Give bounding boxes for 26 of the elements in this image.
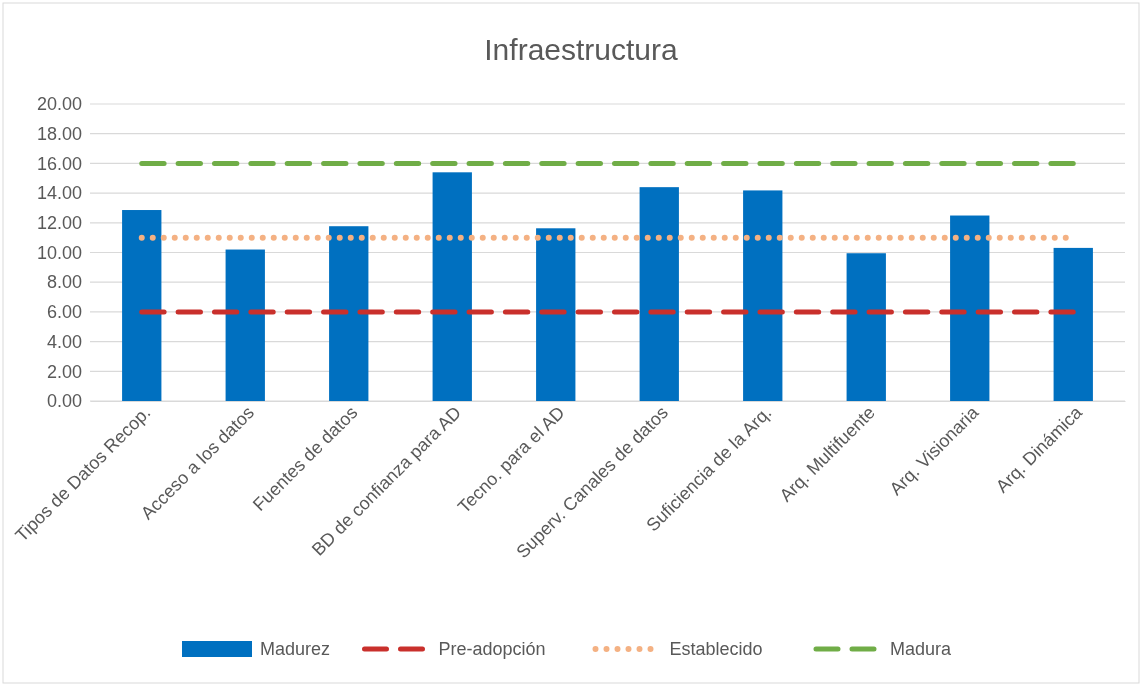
bar	[639, 187, 679, 401]
bar	[536, 228, 576, 401]
legend-label: Pre-adopción	[438, 639, 546, 659]
y-tick-label: 0.00	[46, 391, 82, 412]
bar	[225, 249, 265, 401]
chart-title: Infraestructura	[484, 33, 679, 66]
y-tick-label: 20.00	[36, 94, 82, 115]
y-tick-label: 2.00	[46, 361, 82, 382]
legend-label: Madura	[890, 639, 953, 659]
y-tick-label: 10.00	[36, 242, 82, 263]
bar	[432, 172, 472, 401]
y-tick-label: 8.00	[46, 272, 82, 293]
y-tick-label: 6.00	[46, 302, 82, 323]
y-tick-label: 4.00	[46, 331, 82, 352]
bar	[950, 215, 990, 401]
bar	[846, 253, 886, 401]
y-tick-label: 16.00	[36, 153, 82, 174]
bar	[743, 190, 783, 401]
y-tick-label: 18.00	[36, 123, 82, 144]
bar	[329, 226, 369, 401]
y-tick-label: 14.00	[36, 183, 82, 204]
legend-label: Establecido	[669, 639, 763, 659]
bar	[122, 210, 162, 401]
y-tick-label: 12.00	[36, 213, 82, 234]
legend-label: Madurez	[260, 639, 331, 659]
bar	[1053, 247, 1093, 401]
